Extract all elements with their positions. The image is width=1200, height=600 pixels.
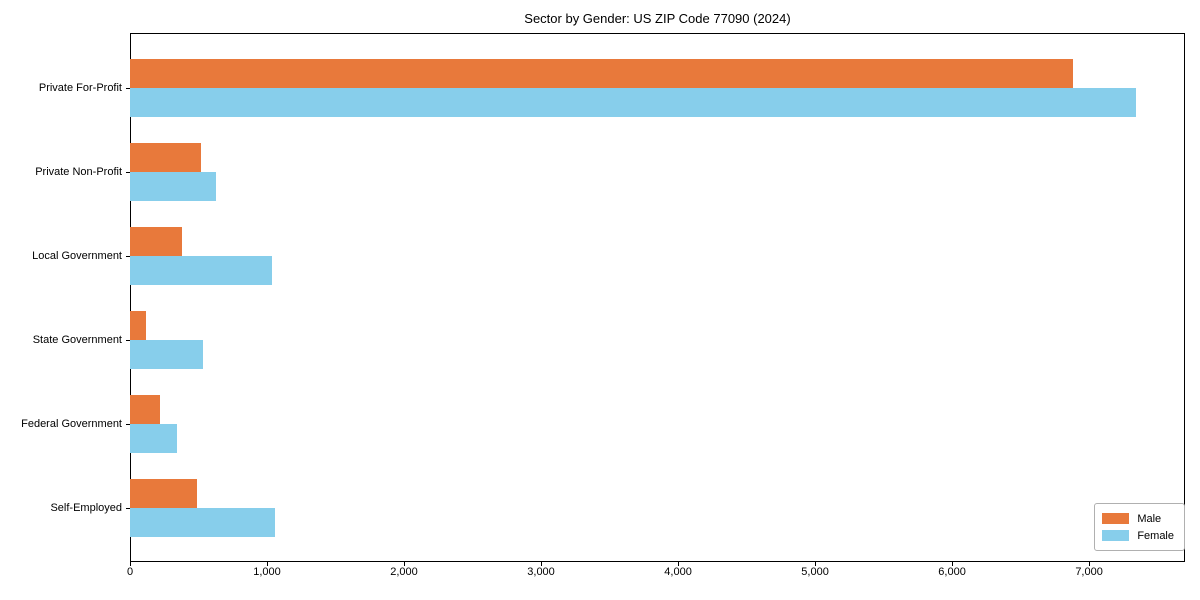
y-tick-label-federal-government: Federal Government: [21, 417, 122, 430]
y-tick-mark: [126, 508, 130, 509]
y-tick-label-private-non-profit: Private Non-Profit: [35, 165, 122, 178]
y-tick-mark: [126, 255, 130, 257]
bar-male-private-non-profit: [130, 142, 202, 172]
y-tick-label-state-government: State Government: [32, 333, 122, 346]
bar-female-self-employed: [130, 508, 276, 537]
legend-swatch-male: [1102, 513, 1130, 524]
legend-entry-male: Male: [1102, 510, 1174, 527]
x-tick-label-6-000: 6,000: [938, 566, 966, 578]
y-tick-mark: [126, 423, 130, 425]
bar-female-local-government: [130, 255, 273, 285]
x-tick-mark: [815, 562, 817, 566]
bar-male-federal-government: [130, 394, 161, 424]
x-tick-mark: [952, 562, 954, 566]
bar-male-private-for-profit: [130, 58, 1073, 88]
y-tick-mark: [126, 171, 130, 173]
x-tick-mark: [678, 562, 680, 566]
x-tick-label-3-000: 3,000: [527, 566, 555, 578]
x-tick-label-5-000: 5,000: [801, 566, 829, 578]
legend-swatch-female: [1102, 530, 1130, 541]
x-tick-label-7-000: 7,000: [1075, 566, 1103, 578]
x-tick-label-1-000: 1,000: [253, 566, 281, 578]
y-tick-label-self-employed: Self-Employed: [50, 502, 122, 514]
y-tick-label-local-government: Local Government: [32, 249, 122, 262]
bar-female-private-non-profit: [130, 171, 217, 201]
x-tick-mark: [541, 562, 543, 566]
bar-female-state-government: [130, 339, 203, 369]
y-tick-mark: [126, 339, 130, 341]
x-tick-mark: [267, 562, 268, 566]
x-tick-mark: [130, 562, 131, 566]
x-tick-label-2-000: 2,000: [390, 566, 418, 578]
x-tick-mark: [404, 562, 406, 566]
x-tick-label-0: 0: [126, 566, 134, 578]
y-tick-mark: [126, 87, 130, 89]
bar-male-self-employed: [130, 479, 198, 508]
y-tick-label-private-for-profit: Private For-Profit: [38, 81, 122, 94]
chart-title: Sector by Gender: US ZIP Code 77090 (202…: [524, 11, 791, 26]
legend-entry-female: Female: [1102, 527, 1174, 544]
x-tick-label-4-000: 4,000: [664, 566, 692, 578]
plot-area: [130, 33, 1185, 562]
bar-female-private-for-profit: [130, 87, 1136, 117]
bar-female-federal-government: [130, 423, 177, 453]
x-tick-mark: [1089, 562, 1091, 566]
legend-entries: Male Female: [1102, 510, 1174, 544]
legend-label-male: Male: [1137, 512, 1162, 525]
legend: Male Female: [1094, 503, 1185, 551]
legend-label-female: Female: [1137, 529, 1174, 542]
bar-male-local-government: [130, 226, 183, 256]
bar-male-state-government: [130, 310, 147, 340]
